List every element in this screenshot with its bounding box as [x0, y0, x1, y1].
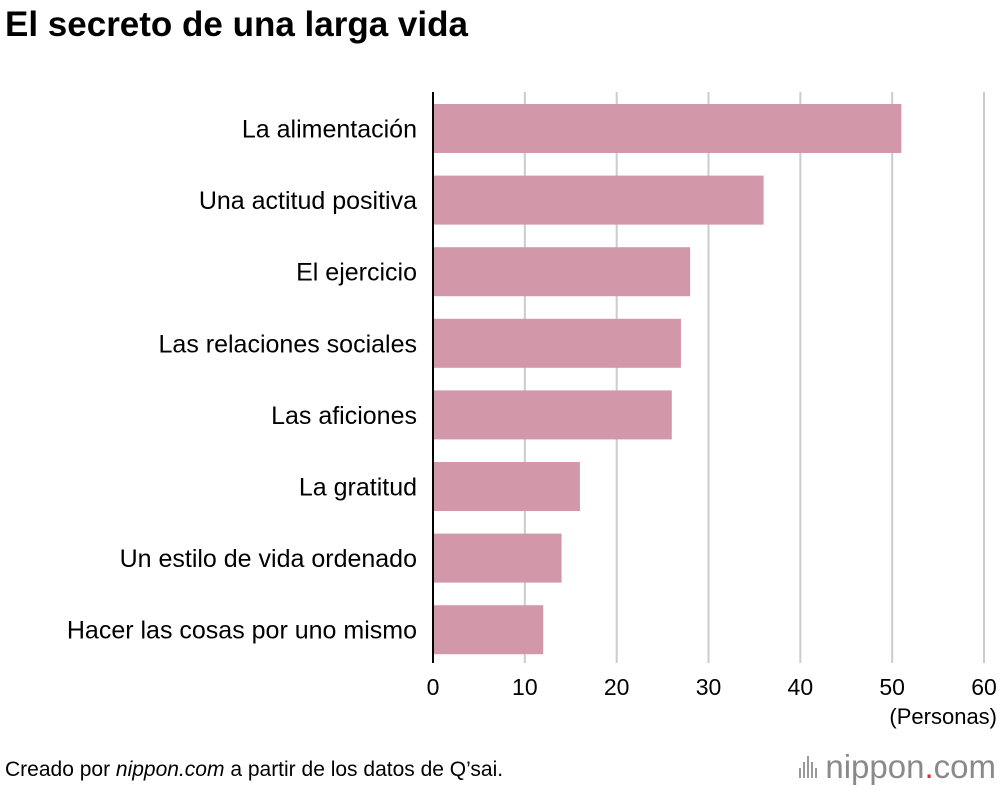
- source-site: nippon.com: [115, 758, 225, 781]
- logo-tld: com: [933, 748, 996, 785]
- logo-mark-icon: [799, 756, 818, 778]
- bars: [433, 104, 902, 655]
- x-tick-label: 50: [879, 674, 905, 700]
- x-axis-unit-label: (Personas): [889, 704, 997, 729]
- bar: [433, 533, 562, 583]
- bar: [433, 175, 764, 225]
- bar: [433, 318, 681, 368]
- category-label: El ejercicio: [296, 259, 417, 287]
- x-tick-label: 40: [788, 674, 814, 700]
- chart-title: El secreto de una larga vida: [5, 5, 468, 44]
- x-tick-label: 20: [604, 674, 630, 700]
- bar: [433, 462, 580, 511]
- category-label: Un estilo de vida ordenado: [120, 545, 417, 573]
- logo-dot: .: [924, 748, 934, 785]
- category-label: Las aficiones: [271, 402, 417, 430]
- category-label: La alimentación: [242, 116, 417, 144]
- category-label: Una actitud positiva: [199, 187, 417, 215]
- logo-name: nippon: [825, 748, 925, 785]
- bar: [433, 104, 902, 153]
- category-label: Hacer las cosas por uno mismo: [67, 617, 417, 645]
- category-label: Las relaciones sociales: [159, 330, 417, 358]
- bar: [433, 605, 544, 655]
- bar: [433, 247, 691, 297]
- x-tick-label: 0: [427, 674, 440, 700]
- bar: [433, 390, 672, 440]
- source-note: Creado por nippon.com a partir de los da…: [5, 758, 503, 782]
- source-suffix: a partir de los datos de Q’sai.: [224, 758, 504, 781]
- nippon-logo: nippon. com: [799, 748, 996, 786]
- category-labels: La alimentación Una actitud positiva El ej…: [67, 116, 417, 645]
- x-tick-labels: 0 10 20 30 40 50 60: [427, 674, 997, 700]
- category-label: La gratitud: [299, 474, 417, 502]
- x-tick-label: 30: [696, 674, 722, 700]
- x-tick-label: 60: [971, 674, 997, 700]
- x-tick-label: 10: [512, 674, 538, 700]
- source-prefix: Creado por: [5, 758, 116, 781]
